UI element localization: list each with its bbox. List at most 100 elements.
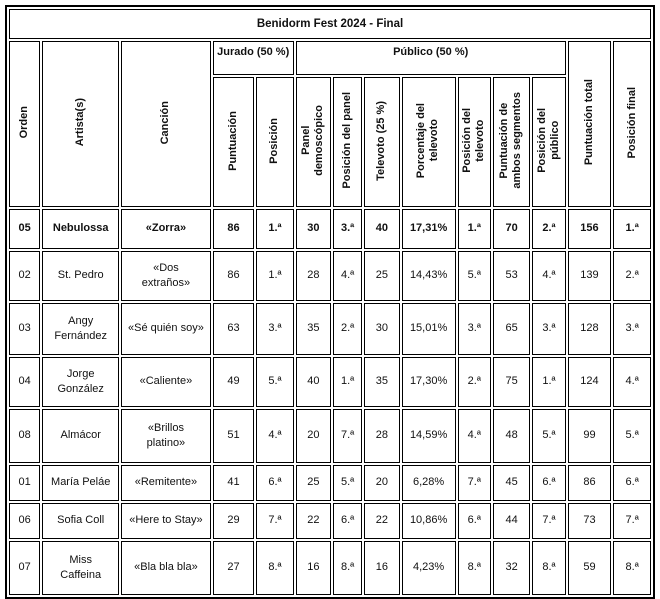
group-header-jury: Jurado (50 %) <box>212 41 294 75</box>
col-header-jury-score: Puntuación <box>212 77 255 207</box>
cell-jury-score: 41 <box>212 465 255 501</box>
cell-televote-score: 25 <box>364 251 400 301</box>
cell-jury-score: 49 <box>212 357 255 407</box>
cell-artist: María Peláe <box>42 465 120 501</box>
cell-song: «Zorra» <box>121 209 211 249</box>
cell-total-score: 139 <box>567 251 612 301</box>
cell-televote-position: 2.ª <box>457 357 491 407</box>
col-header-televote-position: Posición del televoto <box>457 77 491 207</box>
col-header-panel-score: Panel demoscópico <box>295 77 332 207</box>
cell-panel-score: 40 <box>295 357 332 407</box>
cell-public-score: 32 <box>492 541 531 595</box>
cell-final-position: 1.ª <box>613 209 651 249</box>
col-header-public-position: Posición del público <box>532 77 566 207</box>
title-row: Benidorm Fest 2024 - Final <box>9 9 651 39</box>
table-row: 07 Miss Caffeina «Bla bla bla» 27 8.ª 16… <box>9 541 651 595</box>
col-header-jury-position: Posición <box>256 77 294 207</box>
cell-jury-score: 29 <box>212 503 255 539</box>
cell-public-score: 48 <box>492 409 531 463</box>
col-header-jury-score-label: Puntuación <box>226 110 239 171</box>
col-header-public-position-label: Posición del público <box>535 108 561 173</box>
col-header-televote-score: Televoto (25 %) <box>364 77 400 207</box>
cell-total-score: 156 <box>567 209 612 249</box>
col-header-panel-score-label: Panel demoscópico <box>300 105 326 176</box>
cell-panel-score: 30 <box>295 209 332 249</box>
cell-draw-order: 08 <box>9 409 41 463</box>
col-header-artist: Artista(s) <box>42 41 120 207</box>
cell-public-score: 44 <box>492 503 531 539</box>
table-row: 06 Sofia Coll «Here to Stay» 29 7.ª 22 6… <box>9 503 651 539</box>
col-header-song: Canción <box>121 41 211 207</box>
cell-televote-position: 8.ª <box>457 541 491 595</box>
table-row: 01 María Peláe «Remitente» 41 6.ª 25 5.ª… <box>9 465 651 501</box>
cell-televote-percentage: 17,31% <box>401 209 456 249</box>
cell-song: «Bla bla bla» <box>121 541 211 595</box>
cell-final-position: 3.ª <box>613 303 651 355</box>
cell-draw-order: 04 <box>9 357 41 407</box>
cell-total-score: 59 <box>567 541 612 595</box>
cell-panel-position: 7.ª <box>333 409 363 463</box>
cell-televote-percentage: 15,01% <box>401 303 456 355</box>
cell-televote-percentage: 10,86% <box>401 503 456 539</box>
cell-public-position: 2.ª <box>532 209 566 249</box>
cell-panel-position: 1.ª <box>333 357 363 407</box>
col-header-final-position: Posición final <box>613 41 651 207</box>
cell-total-score: 99 <box>567 409 612 463</box>
col-header-draw-order-label: Orden <box>18 106 30 139</box>
cell-draw-order: 05 <box>9 209 41 249</box>
cell-televote-score: 35 <box>364 357 400 407</box>
cell-public-score: 75 <box>492 357 531 407</box>
cell-jury-score: 27 <box>212 541 255 595</box>
cell-public-score: 45 <box>492 465 531 501</box>
column-header-row: Puntuación Posición Panel demoscópico Po… <box>9 77 651 207</box>
cell-televote-score: 20 <box>364 465 400 501</box>
cell-jury-score: 63 <box>212 303 255 355</box>
group-header-public: Público (50 %) <box>295 41 566 75</box>
cell-song: «Here to Stay» <box>121 503 211 539</box>
cell-televote-score: 40 <box>364 209 400 249</box>
cell-artist: Almácor <box>42 409 120 463</box>
cell-jury-position: 5.ª <box>256 357 294 407</box>
cell-public-score: 65 <box>492 303 531 355</box>
cell-panel-score: 16 <box>295 541 332 595</box>
cell-public-position: 3.ª <box>532 303 566 355</box>
cell-artist: Miss Caffeina <box>42 541 120 595</box>
cell-panel-score: 22 <box>295 503 332 539</box>
cell-final-position: 5.ª <box>613 409 651 463</box>
cell-panel-score: 25 <box>295 465 332 501</box>
col-header-total-score-label: Puntuación total <box>582 79 595 166</box>
cell-final-position: 8.ª <box>613 541 651 595</box>
col-header-public-score-label: Puntuación de ambos segmentos <box>498 92 524 189</box>
col-header-televote-score-label: Televoto (25 %) <box>375 100 388 181</box>
cell-jury-position: 4.ª <box>256 409 294 463</box>
col-header-jury-position-label: Posición <box>268 117 281 164</box>
col-header-public-score: Puntuación de ambos segmentos <box>492 77 531 207</box>
col-header-final-position-label: Posición final <box>625 86 638 159</box>
col-header-song-label: Canción <box>159 100 172 145</box>
col-header-artist-label: Artista(s) <box>74 98 87 147</box>
cell-public-position: 8.ª <box>532 541 566 595</box>
cell-final-position: 7.ª <box>613 503 651 539</box>
cell-jury-position: 1.ª <box>256 209 294 249</box>
cell-jury-position: 3.ª <box>256 303 294 355</box>
col-header-televote-percentage-label: Porcentaje del televoto <box>415 102 441 179</box>
cell-draw-order: 03 <box>9 303 41 355</box>
cell-total-score: 128 <box>567 303 612 355</box>
cell-artist: Angy Fernández <box>42 303 120 355</box>
col-header-total-score: Puntuación total <box>567 41 612 207</box>
cell-jury-score: 86 <box>212 251 255 301</box>
col-header-televote-position-label: Posición del televoto <box>461 108 487 173</box>
cell-panel-score: 28 <box>295 251 332 301</box>
cell-draw-order: 06 <box>9 503 41 539</box>
cell-panel-score: 20 <box>295 409 332 463</box>
cell-panel-position: 2.ª <box>333 303 363 355</box>
cell-panel-position: 4.ª <box>333 251 363 301</box>
cell-panel-position: 6.ª <box>333 503 363 539</box>
col-header-panel-position: Posición del panel <box>333 77 363 207</box>
col-header-panel-position-label: Posición del panel <box>341 92 354 189</box>
cell-draw-order: 02 <box>9 251 41 301</box>
cell-public-position: 6.ª <box>532 465 566 501</box>
cell-televote-position: 3.ª <box>457 303 491 355</box>
cell-jury-position: 7.ª <box>256 503 294 539</box>
cell-artist: Jorge González <box>42 357 120 407</box>
